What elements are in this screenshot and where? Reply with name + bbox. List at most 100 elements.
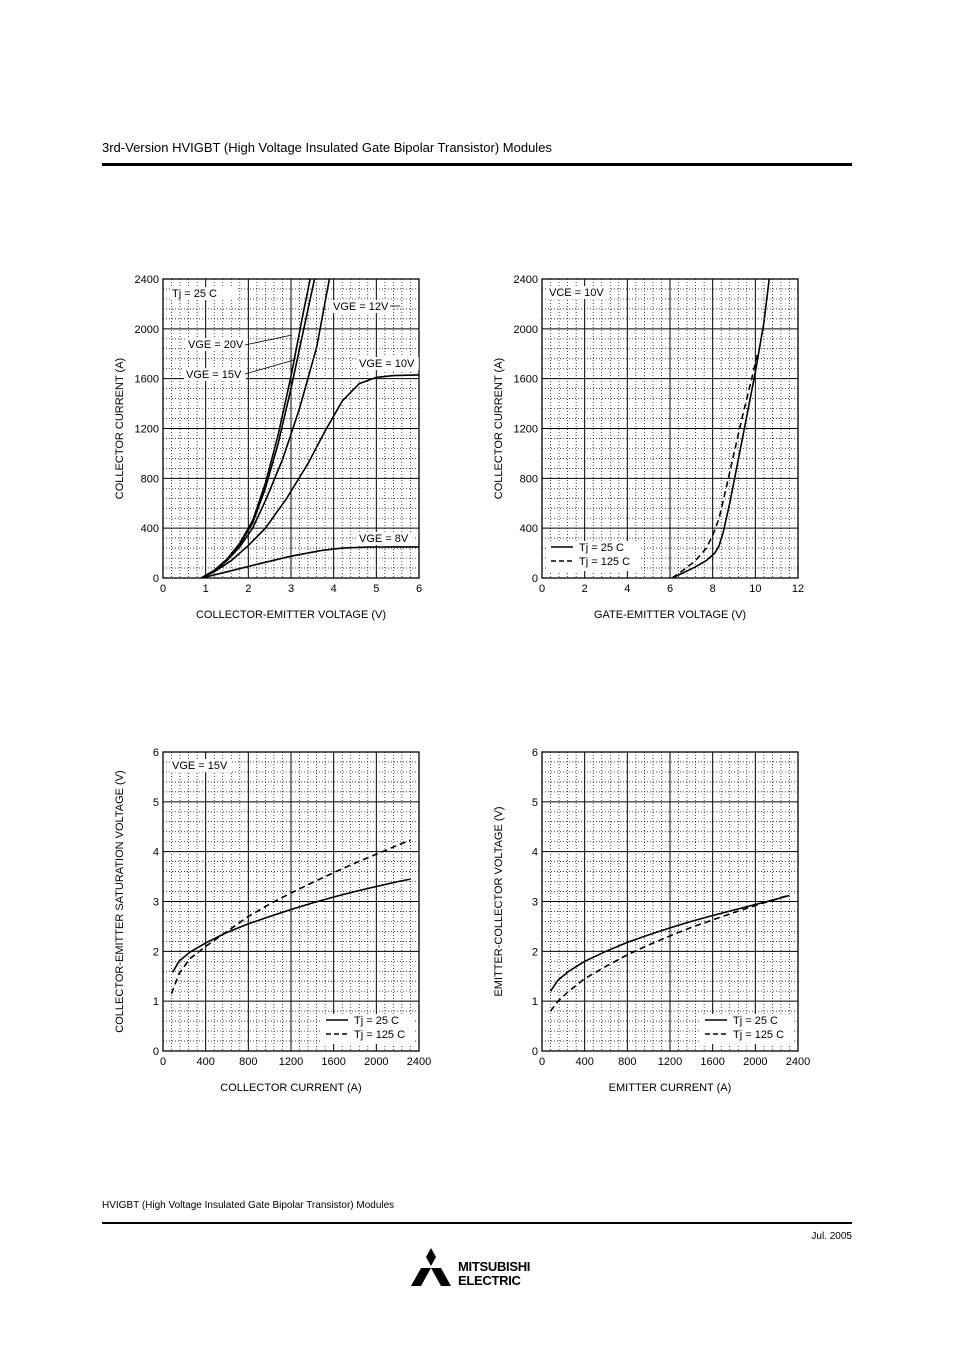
annotation-background [357, 532, 413, 545]
brand-line-2: ELECTRIC [458, 1273, 521, 1288]
y-tick-label: 5 [153, 797, 159, 809]
series-line [170, 839, 411, 994]
legend-label: Tj = 25 C [733, 1015, 778, 1027]
annotation-label: VGE = 10V [359, 358, 415, 370]
annotation-leader [244, 334, 293, 346]
footer-title: HVIGBT (High Voltage Insulated Gate Bipo… [102, 1200, 395, 1211]
y-tick-label: 4 [532, 847, 538, 859]
x-tick-label: 6 [667, 583, 673, 595]
x-tick-label: 6 [416, 583, 422, 595]
annotation-background [547, 286, 609, 299]
y-tick-label: 3 [153, 897, 159, 909]
plot-area: 0 400 800 1200 1600 2000 2400 0 1 2 3 4 5 6 EMITTER CU… [493, 747, 810, 1094]
x-tick-label: 2000 [364, 1056, 388, 1068]
annotation-label: VGE = 12V [333, 301, 389, 313]
annotation-leader [244, 359, 295, 375]
y-tick-label: 2 [532, 946, 538, 958]
y-tick-label: 1600 [514, 374, 538, 386]
y-tick-label: 2400 [135, 274, 159, 286]
annotation-label: VGE = 15V [186, 369, 242, 381]
series-line [171, 878, 411, 973]
y-tick-label: 1200 [514, 424, 538, 436]
x-tick-label: 1200 [279, 1056, 303, 1068]
series-line [201, 546, 419, 578]
y-tick-label: 2000 [514, 324, 538, 336]
plot-frame [162, 751, 420, 1052]
series-line [200, 279, 316, 578]
x-tick-label: 1 [203, 583, 209, 595]
annotation-background [170, 759, 232, 772]
legend-label: Tj = 125 C [733, 1029, 784, 1041]
header-divider [102, 163, 852, 166]
x-tick-label: 0 [160, 1056, 166, 1068]
y-tick-label: 2 [153, 946, 159, 958]
plot-frame [541, 751, 799, 1052]
x-tick-label: 2400 [786, 1056, 810, 1068]
annotation-background [331, 300, 393, 313]
x-tick-label: 800 [618, 1056, 636, 1068]
x-axis-label: EMITTER CURRENT (A) [609, 1082, 732, 1094]
series-line [549, 894, 790, 992]
x-axis-label: GATE-EMITTER VOLTAGE (V) [594, 609, 746, 621]
series-line [201, 279, 331, 578]
plot-area: 0 1 2 3 4 5 6 0 400 800 1200 1600 2000 2400 COLLECTOR-… [114, 274, 422, 621]
y-tick-label: 1600 [135, 374, 159, 386]
y-axis-label: COLLECTOR-EMITTER SATURATION VOLTAGE (V) [114, 770, 126, 1032]
legend-label: Tj = 25 C [354, 1015, 399, 1027]
y-tick-label: 800 [520, 473, 538, 485]
page-header-title: 3rd-Version HVIGBT (High Voltage Insulat… [102, 140, 552, 155]
y-tick-label: 1 [153, 996, 159, 1008]
x-tick-label: 4 [624, 583, 630, 595]
x-tick-label: 2000 [743, 1056, 767, 1068]
y-tick-label: 400 [141, 523, 159, 535]
legend-background [701, 1014, 793, 1044]
brand-line-1: MITSUBISHI [458, 1259, 531, 1274]
x-tick-label: 0 [539, 583, 545, 595]
x-tick-label: 2 [245, 583, 251, 595]
annotation-background [186, 338, 248, 351]
x-tick-label: 400 [196, 1056, 214, 1068]
y-tick-label: 5 [532, 797, 538, 809]
series-line [671, 279, 770, 578]
x-tick-label: 1200 [658, 1056, 682, 1068]
mitsubishi-logo-icon [411, 1248, 451, 1286]
footer-date: Jul. 2005 [811, 1231, 852, 1242]
x-tick-label: 400 [575, 1056, 593, 1068]
annotation-label: VCE = 10V [549, 287, 604, 299]
x-tick-label: 10 [749, 583, 761, 595]
legend-label: Tj = 25 C [579, 542, 624, 554]
annotation-background [170, 287, 238, 300]
x-axis-label: COLLECTOR-EMITTER VOLTAGE (V) [196, 609, 386, 621]
y-tick-label: 0 [153, 1046, 159, 1058]
y-tick-label: 1200 [135, 424, 159, 436]
legend-label: Tj = 125 C [354, 1029, 405, 1041]
y-tick-label: 2000 [135, 324, 159, 336]
y-tick-label: 3 [532, 897, 538, 909]
x-tick-label: 0 [160, 583, 166, 595]
x-tick-label: 12 [792, 583, 804, 595]
plot-area: 0 2 4 6 8 10 12 0 400 800 1200 1600 2000 2400 GATE-EMI… [493, 274, 804, 621]
series-line [201, 374, 419, 578]
legend-background [322, 1014, 414, 1044]
legend-label: Tj = 125 C [579, 556, 630, 568]
series-line [671, 353, 759, 578]
x-tick-label: 1600 [700, 1056, 724, 1068]
brand-logo-text: MITSUBISHI ELECTRIC [458, 1260, 530, 1288]
y-axis-label: COLLECTOR CURRENT (A) [493, 358, 505, 499]
plot-frame [162, 278, 420, 579]
y-tick-label: 0 [532, 1046, 538, 1058]
y-tick-label: 800 [141, 473, 159, 485]
y-tick-label: 400 [520, 523, 538, 535]
x-tick-label: 1600 [321, 1056, 345, 1068]
y-axis-label: COLLECTOR CURRENT (A) [114, 358, 126, 499]
annotation-label: VGE = 8V [359, 533, 409, 545]
legend-background [547, 541, 639, 571]
annotation-label: VGE = 20V [188, 339, 244, 351]
x-tick-label: 4 [331, 583, 337, 595]
x-tick-label: 8 [710, 583, 716, 595]
x-tick-label: 3 [288, 583, 294, 595]
y-tick-label: 4 [153, 847, 159, 859]
annotation-background [357, 357, 419, 370]
